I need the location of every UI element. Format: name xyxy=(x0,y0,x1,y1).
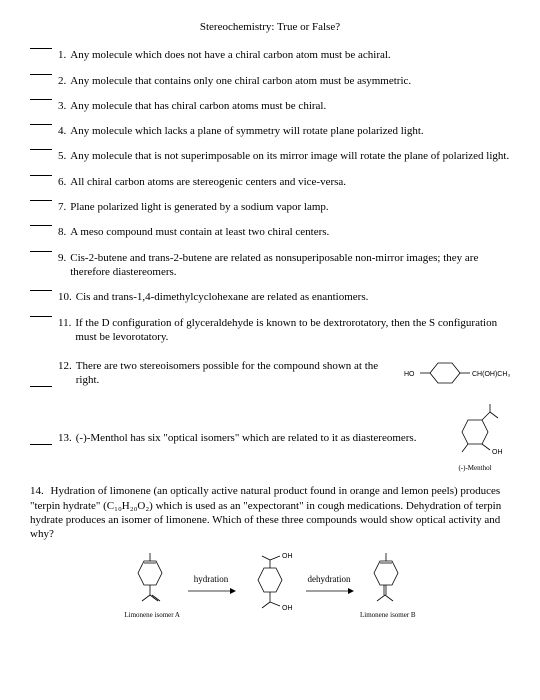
q12-structure: HO CH(OH)CH₃ xyxy=(390,355,510,391)
limonene-b: Limonene isomer B xyxy=(360,549,416,620)
question-5: 5. Any molecule that is not superimposabl… xyxy=(30,149,510,163)
oh-bot: OH xyxy=(282,605,293,612)
q-text: All chiral carbon atoms are stereogenic … xyxy=(70,175,510,189)
q-num: 14. xyxy=(30,485,44,497)
arrow-label: dehydration xyxy=(304,574,354,586)
answer-blank[interactable] xyxy=(30,290,52,291)
question-12: 12. There are two stereoisomers possible … xyxy=(30,355,510,391)
page-title: Stereochemistry: True or False? xyxy=(30,20,510,34)
terpin-hydrate: OH OH xyxy=(242,552,298,618)
question-6: 6. All chiral carbon atoms are stereogeni… xyxy=(30,175,510,189)
q-num: 3. xyxy=(58,99,66,113)
answer-blank[interactable] xyxy=(30,359,52,388)
limonene-a-icon xyxy=(124,549,174,609)
q13-structure: OH (-)-Menthol xyxy=(440,402,510,473)
q14-scheme: Limonene isomer A hydration OH OH dehydr… xyxy=(30,549,510,620)
q-num: 8. xyxy=(58,225,66,239)
q-num: 1. xyxy=(58,48,66,62)
answer-blank[interactable] xyxy=(30,431,52,445)
q-text: A meso compound must contain at least tw… xyxy=(70,225,510,239)
menthol-icon: OH xyxy=(440,402,510,462)
q-text: (-)-Menthol has six "optical isomers" wh… xyxy=(76,431,440,445)
question-14: 14. Hydration of limonene (an optically … xyxy=(30,484,510,541)
answer-blank[interactable] xyxy=(30,225,52,226)
q-num: 5. xyxy=(58,149,66,163)
q-text: Hydration of limonene (an optically acti… xyxy=(30,485,501,540)
q-num: 6. xyxy=(58,175,66,189)
q-num: 11. xyxy=(58,316,71,330)
q-num: 2. xyxy=(58,74,66,88)
q-num: 4. xyxy=(58,124,66,138)
question-13: 13. (-)-Menthol has six "optical isomers"… xyxy=(30,402,510,473)
limonene-b-icon xyxy=(360,549,410,609)
arrow-label: hydration xyxy=(186,574,236,586)
q-num: 9. xyxy=(58,251,66,265)
question-2: 2. Any molecule that contains only one ch… xyxy=(30,74,510,88)
question-1: 1. Any molecule which does not have a chi… xyxy=(30,48,510,62)
ho-label: HO xyxy=(404,371,415,378)
q-num: 12. xyxy=(58,359,72,388)
answer-blank[interactable] xyxy=(30,316,52,317)
q-text: Cis and trans-1,4-dimethylcyclohexane ar… xyxy=(76,290,510,304)
answer-blank[interactable] xyxy=(30,74,52,75)
answer-blank[interactable] xyxy=(30,251,52,252)
answer-blank[interactable] xyxy=(30,200,52,201)
menthol-caption: (-)-Menthol xyxy=(440,464,510,473)
mol-a-label: Limonene isomer A xyxy=(124,611,180,620)
q-text: Cis-2-butene and trans-2-butene are rela… xyxy=(70,251,510,280)
question-9: 9. Cis-2-butene and trans-2-butene are re… xyxy=(30,251,510,280)
mol-b-label: Limonene isomer B xyxy=(360,611,416,620)
q-text: There are two stereoisomers possible for… xyxy=(76,359,390,388)
terpin-icon: OH OH xyxy=(242,552,298,618)
limonene-a: Limonene isomer A xyxy=(124,549,180,620)
q-text: Any molecule that is not superimposable … xyxy=(70,149,510,163)
oh-label: OH xyxy=(492,449,503,456)
cyclohexane-icon: HO CH(OH)CH₃ xyxy=(390,355,510,391)
question-10: 10. Cis and trans-1,4-dimethylcyclohexane… xyxy=(30,290,510,304)
q-num: 7. xyxy=(58,200,66,214)
question-11: 11. If the D configuration of glyceraldeh… xyxy=(30,316,510,345)
answer-blank[interactable] xyxy=(30,124,52,125)
question-4: 4. Any molecule which lacks a plane of sy… xyxy=(30,124,510,138)
question-8: 8. A meso compound must contain at least … xyxy=(30,225,510,239)
answer-blank[interactable] xyxy=(30,175,52,176)
answer-blank[interactable] xyxy=(30,99,52,100)
q-text: Plane polarized light is generated by a … xyxy=(70,200,510,214)
answer-blank[interactable] xyxy=(30,149,52,150)
oh-top: OH xyxy=(282,553,293,560)
q-text: Any molecule that contains only one chir… xyxy=(70,74,510,88)
dehydration-arrow: dehydration xyxy=(304,574,354,596)
q-text: If the D configuration of glyceraldehyde… xyxy=(75,316,510,345)
q-num: 10. xyxy=(58,290,72,304)
q-text: Any molecule that has chiral carbon atom… xyxy=(70,99,510,113)
question-7: 7. Plane polarized light is generated by … xyxy=(30,200,510,214)
chohch3-label: CH(OH)CH₃ xyxy=(472,371,510,378)
q-text: Any molecule which does not have a chira… xyxy=(70,48,510,62)
hydration-arrow: hydration xyxy=(186,574,236,596)
q-text: Any molecule which lacks a plane of symm… xyxy=(70,124,510,138)
answer-blank[interactable] xyxy=(30,48,52,49)
question-3: 3. Any molecule that has chiral carbon at… xyxy=(30,99,510,113)
q-num: 13. xyxy=(58,431,72,445)
